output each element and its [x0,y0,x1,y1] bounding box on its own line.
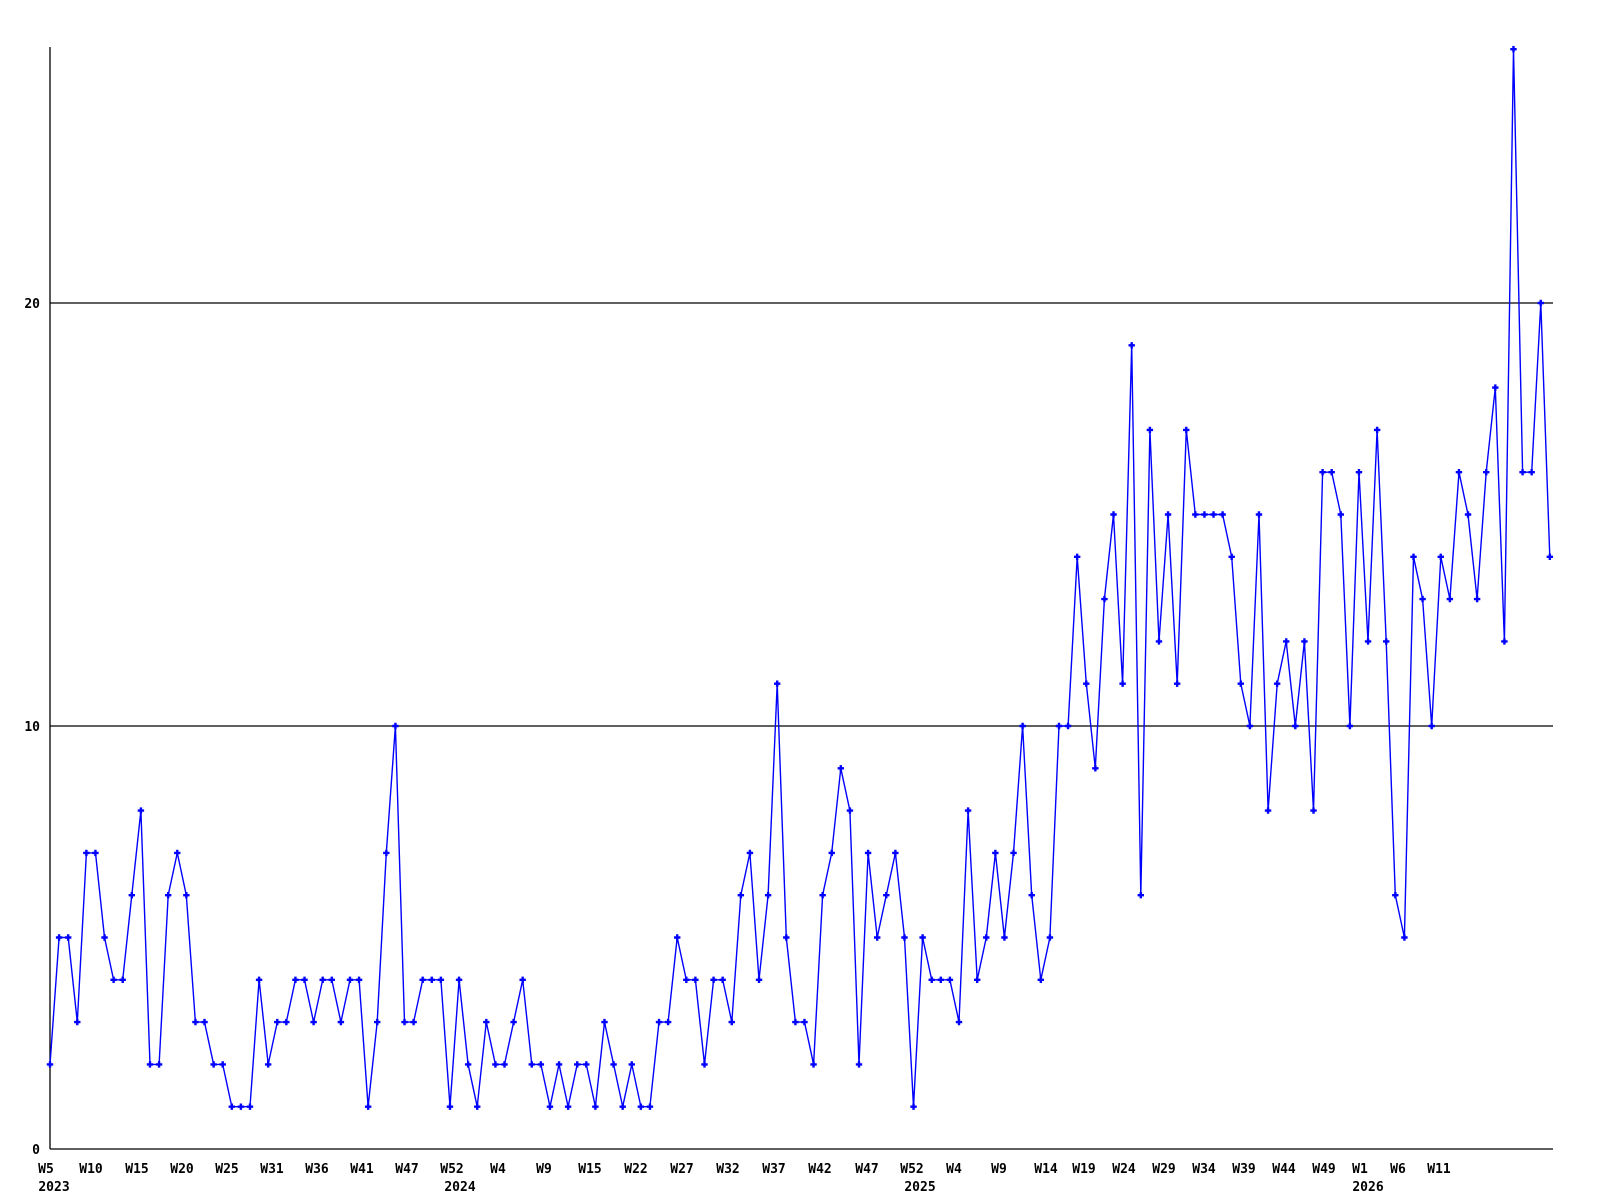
x-tick-label-W52: W52 [900,1162,923,1177]
x-tick-label-W15: W15 [125,1162,148,1177]
x-tick-label-W42: W42 [808,1162,831,1177]
x-tick-label-W41: W41 [350,1162,374,1177]
x-tick-label-W4: W4 [490,1162,506,1177]
y-tick-label-10: 10 [24,720,40,735]
x-tick-label-W1: W1 [1352,1162,1368,1177]
x-tick-label-W20: W20 [170,1162,194,1177]
x-year-label-2025: 2025 [904,1180,935,1195]
x-tick-label-W47: W47 [855,1162,878,1177]
x-tick-label-W5: W5 [38,1162,54,1177]
x-tick-label-W22: W22 [624,1162,647,1177]
x-tick-label-W10: W10 [79,1162,103,1177]
x-tick-label-W4: W4 [946,1162,962,1177]
x-tick-label-W19: W19 [1072,1162,1095,1177]
data-polyline [49,49,1551,1108]
x-tick-label-W25: W25 [215,1162,238,1177]
x-tick-label-W31: W31 [260,1162,284,1177]
x-year-label-2024: 2024 [444,1180,475,1195]
x-tick-label-W14: W14 [1034,1162,1058,1177]
x-tick-label-W34: W34 [1192,1162,1216,1177]
x-tick-label-W32: W32 [716,1162,739,1177]
x-tick-label-W9: W9 [536,1162,552,1177]
x-tick-label-W44: W44 [1272,1162,1296,1177]
x-tick-label-W9: W9 [991,1162,1007,1177]
x-tick-label-W11: W11 [1427,1162,1451,1177]
x-year-label-2026: 2026 [1352,1180,1383,1195]
x-tick-label-W39: W39 [1232,1162,1255,1177]
x-tick-label-W6: W6 [1390,1162,1406,1177]
x-tick-label-W47: W47 [395,1162,418,1177]
y-tick-label-20: 20 [24,297,40,312]
y-tick-label-0: 0 [32,1143,40,1158]
x-tick-label-W24: W24 [1112,1162,1136,1177]
x-tick-label-W29: W29 [1152,1162,1175,1177]
x-tick-label-W52: W52 [440,1162,463,1177]
x-tick-label-W36: W36 [305,1162,329,1177]
x-tick-label-W27: W27 [670,1162,693,1177]
x-tick-label-W49: W49 [1312,1162,1335,1177]
x-year-label-2023: 2023 [38,1180,69,1195]
data-point-markers [46,46,1554,1110]
x-tick-label-W15: W15 [578,1162,601,1177]
x-tick-label-W37: W37 [762,1162,785,1177]
